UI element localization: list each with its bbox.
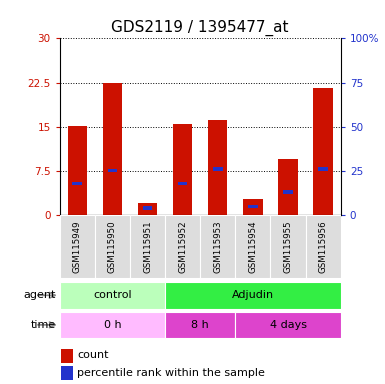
Bar [306,215,341,278]
Bar [208,120,228,215]
Text: Adjudin: Adjudin [232,290,274,300]
Bar [270,215,306,278]
Bar [213,167,223,171]
Bar [165,215,200,278]
Text: GSM115956: GSM115956 [319,220,328,273]
Text: percentile rank within the sample: percentile rank within the sample [77,367,265,377]
Bar [318,167,328,171]
Bar [107,169,117,172]
Text: 0 h: 0 h [104,320,121,330]
Bar [235,215,271,278]
Bar [95,215,130,278]
Bar [138,203,157,215]
Bar [178,182,187,185]
Bar [61,349,73,363]
Title: GDS2119 / 1395477_at: GDS2119 / 1395477_at [111,20,289,36]
Bar [130,215,165,278]
Bar [60,311,165,338]
Bar [243,199,263,215]
Text: 8 h: 8 h [191,320,209,330]
Text: control: control [93,290,132,300]
Text: GSM115950: GSM115950 [108,220,117,273]
Text: time: time [30,320,56,330]
Bar [68,126,87,215]
Text: count: count [77,350,109,360]
Bar [235,311,341,338]
Bar [60,282,165,309]
Bar [278,159,298,215]
Bar [61,366,73,380]
Text: GSM115951: GSM115951 [143,220,152,273]
Bar [72,182,82,185]
Text: GSM115952: GSM115952 [178,220,187,273]
Bar [143,206,152,210]
Bar [165,282,341,309]
Text: GSM115954: GSM115954 [248,220,258,273]
Bar [313,88,333,215]
Text: GSM115953: GSM115953 [213,220,222,273]
Bar [200,215,235,278]
Bar [165,311,235,338]
Bar [283,190,293,194]
Bar [103,83,122,215]
Bar [173,124,192,215]
Text: GSM115955: GSM115955 [283,220,293,273]
Text: GSM115949: GSM115949 [73,220,82,273]
Text: agent: agent [23,290,56,300]
Text: 4 days: 4 days [270,320,306,330]
Bar [60,215,95,278]
Bar [248,205,258,208]
